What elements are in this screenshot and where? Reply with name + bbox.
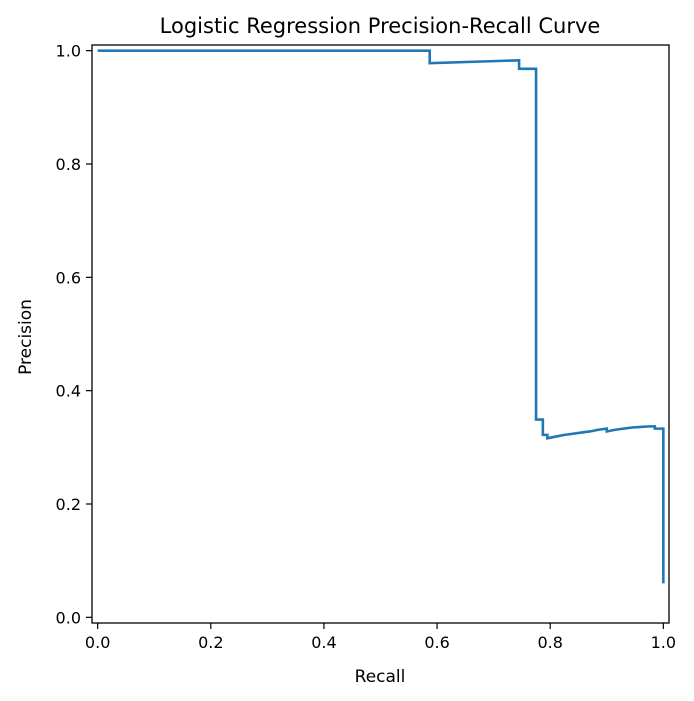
x-tick-label: 0.0 — [85, 633, 110, 652]
y-axis-label: Precision — [16, 299, 36, 375]
y-tick-label: 0.4 — [56, 382, 81, 401]
y-axis-ticks: 0.0 0.2 0.4 0.6 0.8 1.0 — [56, 42, 92, 627]
y-tick-label: 0.8 — [56, 155, 81, 174]
x-tick-label: 0.6 — [424, 633, 449, 652]
x-tick-label: 0.4 — [311, 633, 336, 652]
x-tick-label: 0.8 — [537, 633, 562, 652]
x-axis-label: Recall — [355, 667, 406, 687]
x-tick-label: 0.2 — [198, 633, 223, 652]
chart-title: Logistic Regression Precision-Recall Cur… — [160, 14, 601, 38]
axes-frame — [91, 44, 670, 624]
plot-area — [97, 49, 665, 584]
y-tick-label: 0.6 — [56, 268, 81, 287]
y-tick-label: 0.2 — [56, 495, 81, 514]
x-tick-label: 1.0 — [651, 633, 676, 652]
y-tick-label: 0.0 — [56, 608, 81, 627]
y-tick-label: 1.0 — [56, 42, 81, 61]
x-axis-ticks: 0.0 0.2 0.4 0.6 0.8 1.0 — [85, 623, 676, 652]
pr-curve-line-0 — [97, 49, 665, 584]
